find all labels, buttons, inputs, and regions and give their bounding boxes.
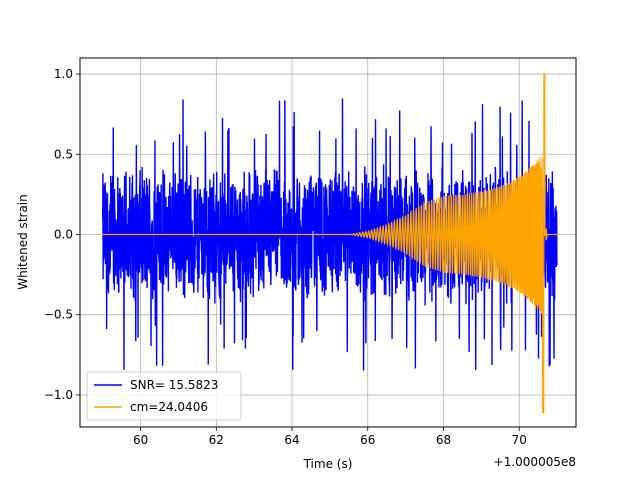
x-tick-label: 68 xyxy=(436,433,451,447)
y-tick-label: −0.5 xyxy=(44,308,73,322)
series-line-cm xyxy=(102,73,558,414)
x-axis-label: Time (s) xyxy=(303,457,353,471)
y-tick-label: −1.0 xyxy=(44,388,73,402)
plot-frame xyxy=(79,57,577,428)
x-tick-label: 66 xyxy=(360,433,375,447)
y-tick-label: 0.0 xyxy=(54,227,73,241)
x-tick-label: 64 xyxy=(284,433,299,447)
x-tick-label: 60 xyxy=(133,433,148,447)
legend-label-snr: SNR= 15.5823 xyxy=(130,378,218,392)
x-tick-label: 62 xyxy=(209,433,224,447)
y-tick-label: 0.5 xyxy=(54,147,73,161)
legend: SNR= 15.5823 cm=24.0406 xyxy=(86,371,242,421)
x-offset-label: +1.000005e8 xyxy=(494,455,576,469)
x-axis: 60 62 64 66 68 70 xyxy=(133,427,527,447)
y-axis: −1.0 −0.5 0.0 0.5 1.0 xyxy=(44,67,80,402)
y-axis-label: Whitened strain xyxy=(16,194,30,290)
legend-frame xyxy=(86,371,242,421)
x-tick-label: 70 xyxy=(512,433,527,447)
legend-label-cm: cm=24.0406 xyxy=(130,400,208,414)
y-tick-label: 1.0 xyxy=(54,67,73,81)
series-layer xyxy=(102,73,558,414)
